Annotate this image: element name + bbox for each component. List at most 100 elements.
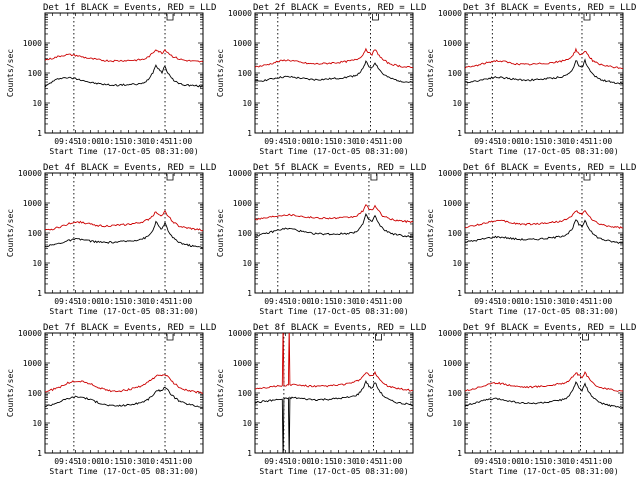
- y-tick-label: 100: [238, 389, 253, 398]
- x-tick-label: 09:45: [54, 457, 78, 466]
- y-tick-label: 100: [28, 69, 43, 78]
- series-group: [465, 209, 623, 245]
- x-tick-label: 10:30: [543, 457, 567, 466]
- series-line-lld: [465, 47, 623, 69]
- x-tick-label: 10:15: [310, 137, 334, 146]
- x-tick-label: 10:30: [333, 137, 357, 146]
- x-tick-label: 09:45: [264, 297, 288, 306]
- series-line-events: [465, 58, 623, 85]
- panel-det-4: Det 4f BLACK = Events, RED = LLD 1 10 100 10…: [6, 163, 216, 316]
- x-tick-label: 10:30: [123, 457, 147, 466]
- series-line-events: [255, 60, 413, 84]
- series-group: [45, 209, 203, 249]
- panel-title: Det 4f BLACK = Events, RED = LLD: [43, 163, 216, 173]
- plot-frame: [254, 12, 414, 134]
- x-tick-label: 11:00: [168, 457, 192, 466]
- series-line-lld: [465, 209, 623, 229]
- y-tick-label: 10: [32, 419, 42, 428]
- x-tick-label: 10:45: [145, 457, 169, 466]
- panel-det-7: Det 7f BLACK = Events, RED = LLD 1 10 100 10…: [6, 323, 216, 476]
- x-tick-label: 09:45: [264, 137, 288, 146]
- series-group: [255, 204, 413, 238]
- x-tick-label: 10:45: [145, 297, 169, 306]
- y-tick-label: 1: [37, 289, 42, 298]
- y-tick-label: 100: [28, 229, 43, 238]
- marker-bracket: [583, 14, 591, 21]
- y-tick-label: 10: [452, 259, 462, 268]
- y-tick-label: 1: [37, 129, 42, 138]
- plot-frame: [254, 172, 414, 294]
- x-tick-label: 10:00: [77, 297, 101, 306]
- y-tick-label: 100: [238, 69, 253, 78]
- x-tick-label: 10:45: [565, 137, 589, 146]
- plot-frame: [254, 332, 414, 454]
- series-line-lld: [255, 47, 413, 69]
- series-line-events: [45, 64, 203, 88]
- x-tick-label: 09:45: [264, 457, 288, 466]
- series-line-events: [45, 387, 203, 408]
- x-tick-label: 10:30: [123, 137, 147, 146]
- y-tick-label: 1000: [443, 359, 462, 368]
- x-axis-label: Start Time (17-Oct-05 08:31:00): [259, 147, 408, 156]
- x-tick-label: 11:00: [378, 297, 402, 306]
- marker-bracket: [375, 334, 382, 341]
- x-tick-label: 10:30: [333, 297, 357, 306]
- x-tick-label: 10:00: [77, 457, 101, 466]
- y-tick-label: 10000: [438, 329, 462, 338]
- marker-bracket: [166, 334, 174, 341]
- panel-title: Det 2f BLACK = Events, RED = LLD: [253, 3, 426, 13]
- panel-title: Det 7f BLACK = Events, RED = LLD: [43, 323, 216, 333]
- x-tick-label: 10:45: [355, 137, 379, 146]
- series-group: [255, 47, 413, 84]
- panel-det-3: Det 3f BLACK = Events, RED = LLD 1 10 100 10…: [426, 3, 636, 156]
- x-tick-label: 10:00: [497, 137, 521, 146]
- series-line-lld: [45, 209, 203, 232]
- series-line-lld: [45, 374, 203, 394]
- plot-frame: [44, 332, 204, 454]
- series-group: [465, 47, 623, 85]
- x-tick-label: 09:45: [474, 297, 498, 306]
- plot-frame: [44, 12, 204, 134]
- y-tick-label: 1: [457, 289, 462, 298]
- x-axis-label: Start Time (17-Oct-05 08:31:00): [49, 467, 198, 476]
- panel-det-1: Det 1f BLACK = Events, RED = LLD 1 10 100 10…: [6, 3, 216, 156]
- y-tick-label: 1000: [233, 199, 252, 208]
- x-tick-label: 09:45: [474, 457, 498, 466]
- y-tick-label: 1000: [23, 39, 42, 48]
- plot-frame: [464, 172, 624, 294]
- panel-title: Det 6f BLACK = Events, RED = LLD: [463, 163, 636, 173]
- panel-title: Det 8f BLACK = Events, RED = LLD: [253, 323, 426, 333]
- y-axis-label: Counts/sec: [216, 369, 225, 417]
- y-tick-label: 1000: [233, 39, 252, 48]
- series-group: [465, 371, 623, 409]
- y-tick-label: 10: [32, 259, 42, 268]
- y-tick-label: 10: [452, 419, 462, 428]
- series-group: [45, 374, 203, 408]
- y-axis-label: Counts/sec: [426, 49, 435, 97]
- series-group: [255, 333, 413, 453]
- y-tick-label: 100: [448, 389, 463, 398]
- y-tick-label: 100: [448, 229, 463, 238]
- x-tick-label: 10:30: [333, 457, 357, 466]
- plot-frame: [44, 172, 204, 294]
- y-tick-label: 10: [242, 259, 252, 268]
- y-tick-label: 1000: [23, 359, 42, 368]
- panel-title: Det 9f BLACK = Events, RED = LLD: [463, 323, 636, 333]
- series-line-lld: [465, 371, 623, 392]
- panel-title: Det 3f BLACK = Events, RED = LLD: [463, 3, 636, 13]
- series-group: [45, 48, 203, 88]
- x-tick-label: 10:00: [497, 297, 521, 306]
- marker-bracket: [582, 334, 589, 341]
- marker-bracket: [372, 14, 379, 21]
- x-tick-label: 10:45: [565, 457, 589, 466]
- y-tick-label: 1: [37, 449, 42, 458]
- x-tick-label: 11:00: [378, 457, 402, 466]
- x-tick-label: 10:15: [520, 457, 544, 466]
- y-tick-label: 1: [457, 129, 462, 138]
- series-line-events: [255, 213, 413, 238]
- x-tick-label: 10:45: [355, 297, 379, 306]
- x-tick-label: 09:45: [54, 297, 78, 306]
- x-tick-label: 10:15: [520, 137, 544, 146]
- x-tick-label: 09:45: [54, 137, 78, 146]
